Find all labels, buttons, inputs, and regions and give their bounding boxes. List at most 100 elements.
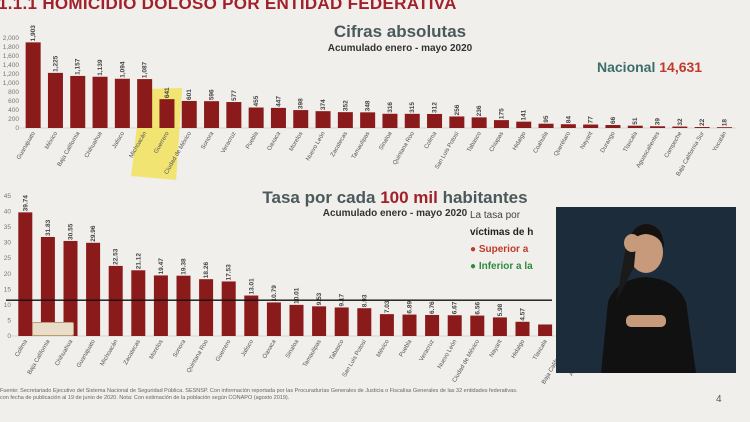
category-label: Tamaulipas xyxy=(302,339,322,368)
bar xyxy=(427,113,443,128)
category-label: Jalisco xyxy=(241,338,256,357)
footer-line2: con fecha de publicación al 19 de junio … xyxy=(0,395,290,401)
data-label: 95 xyxy=(543,115,550,123)
data-label: 51 xyxy=(632,117,639,125)
bar xyxy=(404,113,420,128)
data-label: 236 xyxy=(476,105,483,116)
category-label: Oaxaca xyxy=(262,338,278,359)
bar xyxy=(357,308,372,336)
nacional-total: Nacional 14,631 xyxy=(597,59,702,75)
category-label: Guanajuato xyxy=(16,130,37,160)
sign-language-interpreter-video xyxy=(556,207,736,373)
chart1-subtitle: Acumulado enero - mayo 2020 xyxy=(327,43,473,54)
category-label: Coahuila xyxy=(533,130,550,154)
data-label: 6.89 xyxy=(407,301,414,314)
bar xyxy=(70,75,86,128)
y-tick-label: 35 xyxy=(4,224,12,231)
data-label: 175 xyxy=(498,108,505,119)
y-tick-label: 0 xyxy=(15,125,19,132)
data-label: 19.38 xyxy=(181,258,188,275)
category-label: Chiapas xyxy=(489,131,505,153)
bar xyxy=(716,127,732,128)
category-label: Hidalgo xyxy=(511,338,527,359)
category-label: San Luis Potosí xyxy=(434,131,460,171)
chart2-title-suffix: habitantes xyxy=(437,188,528,207)
data-label: 13.01 xyxy=(248,278,255,295)
bar xyxy=(315,111,331,128)
bar xyxy=(360,112,376,128)
legend-line2: víctimas de h xyxy=(470,227,534,238)
interpreter-hair xyxy=(628,224,664,249)
category-label: Sonora xyxy=(200,130,215,150)
y-tick-label: 40 xyxy=(4,209,12,216)
legend-superior-text: Superior a xyxy=(478,244,529,255)
legend-note: La tasa por víctimas de h ● Superior a ●… xyxy=(470,210,560,290)
bar xyxy=(63,240,78,336)
category-label: Puebla xyxy=(245,130,260,150)
chart1-title: Cifras absolutas xyxy=(333,22,467,41)
y-tick-label: 25 xyxy=(4,255,12,262)
category-label: Baja California xyxy=(57,130,82,167)
bar xyxy=(516,121,532,128)
category-label: Hidalgo xyxy=(512,130,528,151)
data-label: 141 xyxy=(521,109,528,120)
bar xyxy=(471,117,487,128)
y-tick-label: 20 xyxy=(4,271,12,278)
y-tick-label: 1,200 xyxy=(3,71,20,78)
data-label: 17.53 xyxy=(226,264,233,281)
bar xyxy=(226,102,242,128)
category-label: Zacatecas xyxy=(123,339,142,366)
category-label: Chihuahua xyxy=(84,130,104,159)
category-label: Puebla xyxy=(399,338,414,358)
data-label: 1,087 xyxy=(142,61,149,78)
interpreter-hand xyxy=(624,234,640,252)
data-label: 10.79 xyxy=(271,285,278,302)
category-label: Guanajuato xyxy=(76,338,97,368)
bar xyxy=(312,306,327,336)
category-label: Zacatecas xyxy=(330,131,349,158)
data-label: 1,903 xyxy=(30,25,37,42)
category-label: Morelos xyxy=(149,339,165,360)
category-label: Quintana Roo xyxy=(186,338,210,374)
category-label: Tlaxcala xyxy=(623,130,640,153)
bar xyxy=(492,317,507,336)
y-tick-label: 45 xyxy=(4,193,12,200)
bar xyxy=(18,212,33,336)
category-label: Tabasco xyxy=(329,338,346,361)
category-label: San Luis Potosí xyxy=(342,339,368,379)
data-label: 1,094 xyxy=(119,61,126,78)
y-tick-label: 15 xyxy=(4,286,12,293)
bar xyxy=(694,127,710,128)
category-label: Quintana Roo xyxy=(392,130,416,166)
interpreter-hands xyxy=(626,315,666,327)
category-label: Sinaloa xyxy=(285,338,301,359)
bar xyxy=(493,120,509,128)
bar xyxy=(153,275,168,336)
bar xyxy=(248,107,264,128)
bar xyxy=(266,302,281,336)
bar xyxy=(221,281,236,336)
bar xyxy=(40,236,55,336)
bar xyxy=(114,78,130,128)
bar xyxy=(47,72,63,128)
y-tick-label: 5 xyxy=(7,317,11,324)
category-label: Querétaro xyxy=(553,130,572,157)
bar xyxy=(627,125,643,128)
bar xyxy=(334,307,349,336)
data-label: 9.53 xyxy=(316,292,323,305)
interpreter-arm xyxy=(616,245,636,302)
y-tick-label: 200 xyxy=(8,116,19,123)
bar xyxy=(538,123,554,128)
data-label: 601 xyxy=(186,89,193,100)
data-label: 19.47 xyxy=(158,258,165,275)
bar xyxy=(204,101,220,128)
data-label: 30.55 xyxy=(68,223,75,240)
data-label: 455 xyxy=(253,95,260,106)
data-label: 7.03 xyxy=(384,300,391,313)
bar xyxy=(293,110,309,128)
data-label: 66 xyxy=(610,116,617,124)
bar xyxy=(92,76,108,128)
data-label: 398 xyxy=(298,98,305,109)
footer-source: Fuente: Secretariado Ejecutivo del Siste… xyxy=(0,388,715,402)
